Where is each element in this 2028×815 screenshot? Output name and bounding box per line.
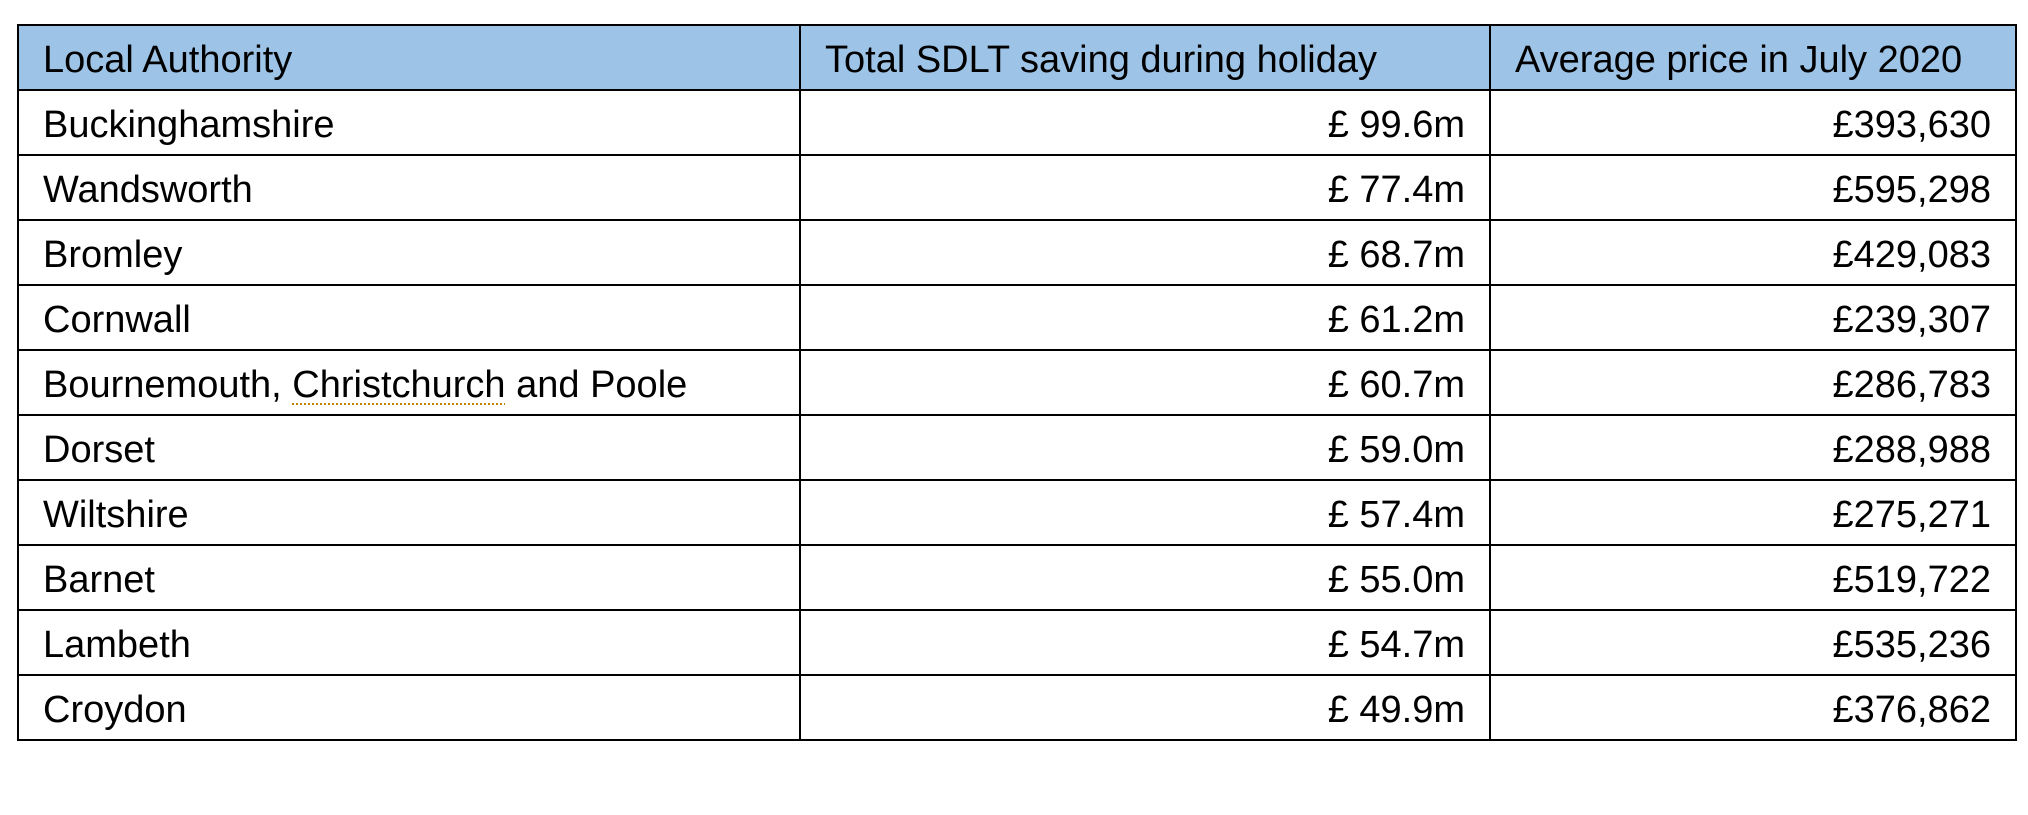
cell-average-price: £288,988 [1489, 414, 2017, 481]
cell-average-price: £429,083 [1489, 219, 2017, 286]
cell-sdlt-saving: £ 59.0m [799, 414, 1491, 481]
table-row: Wiltshire £ 57.4m £275,271 [17, 479, 2017, 546]
cell-local-authority: Cornwall [17, 284, 801, 351]
table-row: Bromley £ 68.7m £429,083 [17, 219, 2017, 286]
table-row: Dorset £ 59.0m £288,988 [17, 414, 2017, 481]
cell-local-authority: Bournemouth, Christchurch and Poole [17, 349, 801, 416]
cell-local-authority: Barnet [17, 544, 801, 611]
cell-local-authority: Wandsworth [17, 154, 801, 221]
cell-average-price: £239,307 [1489, 284, 2017, 351]
spellcheck-flagged-word: Christchurch [292, 364, 506, 406]
table-row: Croydon £ 49.9m £376,862 [17, 674, 2017, 741]
table-row: Lambeth £ 54.7m £535,236 [17, 609, 2017, 676]
table-row: Bournemouth, Christchurch and Poole £ 60… [17, 349, 2017, 416]
table-row: Wandsworth £ 77.4m £595,298 [17, 154, 2017, 221]
cell-average-price: £376,862 [1489, 674, 2017, 741]
cell-average-price: £393,630 [1489, 89, 2017, 156]
cell-local-authority: Lambeth [17, 609, 801, 676]
cell-average-price: £286,783 [1489, 349, 2017, 416]
cell-local-authority: Dorset [17, 414, 801, 481]
cell-average-price: £275,271 [1489, 479, 2017, 546]
header-total-sdlt-saving: Total SDLT saving during holiday [799, 24, 1491, 91]
sdlt-savings-table: Local Authority Total SDLT saving during… [17, 24, 2017, 741]
cell-average-price: £595,298 [1489, 154, 2017, 221]
cell-sdlt-saving: £ 54.7m [799, 609, 1491, 676]
cell-sdlt-saving: £ 68.7m [799, 219, 1491, 286]
authority-part-text: Bournemouth, [43, 364, 293, 406]
table-row: Buckinghamshire £ 99.6m £393,630 [17, 89, 2017, 156]
cell-sdlt-saving: £ 61.2m [799, 284, 1491, 351]
sdlt-table-container: Local Authority Total SDLT saving during… [17, 24, 2017, 741]
cell-local-authority: Croydon [17, 674, 801, 741]
table-row: Cornwall £ 61.2m £239,307 [17, 284, 2017, 351]
cell-sdlt-saving: £ 60.7m [799, 349, 1491, 416]
authority-part-text: and Poole [505, 364, 688, 406]
header-local-authority: Local Authority [17, 24, 801, 91]
cell-sdlt-saving: £ 77.4m [799, 154, 1491, 221]
cell-sdlt-saving: £ 99.6m [799, 89, 1491, 156]
cell-local-authority: Bromley [17, 219, 801, 286]
cell-local-authority: Buckinghamshire [17, 89, 801, 156]
cell-sdlt-saving: £ 49.9m [799, 674, 1491, 741]
header-average-price: Average price in July 2020 [1489, 24, 2017, 91]
cell-local-authority: Wiltshire [17, 479, 801, 546]
cell-average-price: £535,236 [1489, 609, 2017, 676]
header-row: Local Authority Total SDLT saving during… [17, 24, 2017, 91]
cell-sdlt-saving: £ 55.0m [799, 544, 1491, 611]
cell-average-price: £519,722 [1489, 544, 2017, 611]
cell-sdlt-saving: £ 57.4m [799, 479, 1491, 546]
table-row: Barnet £ 55.0m £519,722 [17, 544, 2017, 611]
